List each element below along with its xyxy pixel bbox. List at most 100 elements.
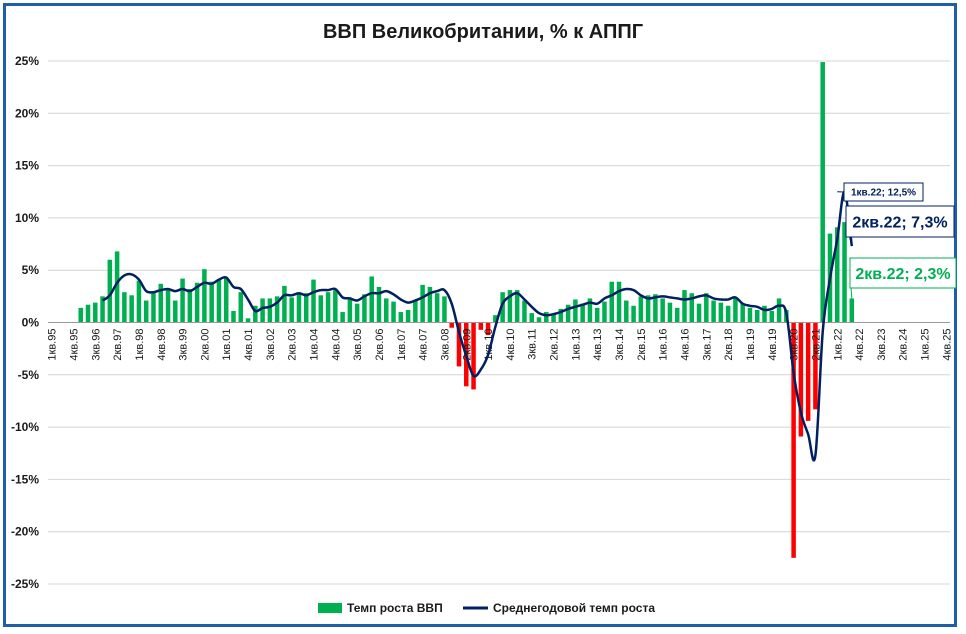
gdp-bar bbox=[725, 305, 731, 323]
gdp-bar bbox=[682, 290, 687, 323]
gdp-bar bbox=[136, 280, 142, 323]
gdp-bar bbox=[718, 302, 724, 323]
y-tick-label: -25% bbox=[11, 577, 39, 591]
gdp-bar bbox=[733, 298, 738, 323]
gdp-bar bbox=[747, 307, 753, 323]
x-tick-label: 2кв.00 bbox=[199, 329, 211, 361]
gdp-bar bbox=[507, 290, 513, 323]
x-tick-label: 4кв.22 bbox=[854, 329, 866, 361]
gdp-bar bbox=[834, 227, 840, 323]
gdp-bar bbox=[667, 302, 673, 323]
gdp-bar bbox=[318, 295, 324, 323]
chart-title: ВВП Великобритании, % к АППГ bbox=[323, 21, 643, 43]
gdp-bar bbox=[471, 322, 476, 390]
gdp-bar bbox=[78, 307, 83, 323]
gdp-bar bbox=[587, 298, 593, 323]
x-tick-label: 3кв.17 bbox=[701, 329, 713, 361]
gdp-bar bbox=[478, 322, 484, 330]
avg-growth-line bbox=[101, 190, 854, 462]
x-tick-label: 2кв.21 bbox=[810, 329, 822, 361]
x-tick-label: 1кв.25 bbox=[920, 329, 932, 361]
x-tick-label: 1кв.98 bbox=[134, 329, 146, 361]
gdp-bar bbox=[354, 303, 360, 323]
y-tick-label: 5% bbox=[22, 263, 40, 277]
y-tick-label: -15% bbox=[11, 472, 39, 486]
gdp-bar bbox=[194, 282, 200, 323]
x-tick-label: 4кв.25 bbox=[941, 329, 953, 361]
gdp-bar bbox=[420, 284, 425, 323]
x-axis: 1кв.95 4кв.95 3кв.96 2кв.97 1кв.98 4кв.98 3кв.… bbox=[47, 322, 953, 361]
line-series bbox=[101, 190, 854, 462]
legend-bar-label: Темп роста ВВП bbox=[347, 601, 443, 615]
y-tick-label: 0% bbox=[22, 316, 40, 330]
x-tick-label: 2кв.24 bbox=[898, 329, 910, 361]
gdp-bar bbox=[216, 279, 222, 323]
gdp-bar bbox=[638, 296, 644, 323]
gdp-bar bbox=[653, 294, 658, 323]
gdp-bar bbox=[689, 293, 695, 323]
gdp-bar bbox=[340, 312, 345, 323]
gdp-bar bbox=[645, 295, 651, 323]
x-tick-label: 2кв.15 bbox=[636, 329, 648, 361]
gdp-bar bbox=[434, 293, 440, 323]
y-tick-label: -20% bbox=[11, 525, 39, 539]
gdp-bar bbox=[180, 278, 185, 323]
x-tick-label: 4кв.04 bbox=[330, 329, 342, 361]
gdp-bar bbox=[245, 318, 251, 323]
x-tick-label: 2кв.18 bbox=[723, 329, 735, 361]
gdp-bar bbox=[173, 300, 178, 323]
gdp-bar bbox=[704, 293, 709, 323]
gdp-bar bbox=[296, 293, 302, 323]
annotation-line-peak-box bbox=[843, 182, 924, 202]
x-tick-label: 3кв.11 bbox=[527, 329, 539, 360]
gdp-bar bbox=[383, 298, 389, 323]
x-tick-label: 1кв.04 bbox=[309, 329, 321, 361]
x-tick-label: 3кв.05 bbox=[352, 329, 364, 361]
gdp-bar bbox=[500, 292, 505, 323]
gdp-bar bbox=[260, 298, 265, 323]
x-tick-label: 4кв.19 bbox=[767, 329, 779, 361]
gdp-bar bbox=[791, 322, 796, 558]
gdp-bar bbox=[631, 305, 636, 323]
gdp-bar bbox=[485, 322, 491, 336]
gdp-bar bbox=[107, 259, 113, 323]
y-tick-label: 15% bbox=[15, 159, 39, 173]
x-tick-label: 1кв.19 bbox=[745, 329, 757, 361]
gdp-bar bbox=[303, 293, 309, 323]
x-tick-label: 4кв.07 bbox=[418, 329, 430, 361]
y-axis: 25% 20% 15% 10% 5% 0% -5% -10% -15% -20% -25% bbox=[11, 54, 39, 591]
gdp-bar bbox=[238, 292, 244, 323]
gdp-bar bbox=[376, 286, 382, 323]
gdp-bar bbox=[100, 296, 105, 323]
gdp-bar bbox=[602, 301, 607, 323]
x-tick-label: 4кв.16 bbox=[679, 329, 691, 361]
annotation-bar-latest: 2кв.22; 2,3% bbox=[855, 266, 950, 283]
gdp-bar bbox=[311, 279, 316, 323]
gdp-bar bbox=[624, 300, 629, 323]
gdp-bar bbox=[289, 297, 294, 323]
gdp-bar bbox=[514, 290, 520, 323]
gdp-bar bbox=[202, 269, 207, 323]
gdp-bar bbox=[165, 289, 171, 323]
x-tick-label: 1кв.01 bbox=[221, 329, 233, 361]
gdp-bar bbox=[674, 307, 680, 323]
gdp-bar bbox=[391, 301, 396, 323]
x-tick-label: 4кв.98 bbox=[156, 329, 168, 361]
gdp-bar bbox=[253, 305, 258, 323]
gdp-bar bbox=[209, 281, 214, 323]
gdp-bar bbox=[122, 292, 127, 323]
gdp-bar bbox=[696, 303, 702, 323]
gdp-bar bbox=[413, 300, 418, 323]
y-tick-label: 20% bbox=[15, 106, 39, 120]
gdp-bar bbox=[398, 312, 404, 323]
gdp-bar bbox=[544, 312, 549, 323]
gdp-bar bbox=[813, 322, 818, 410]
x-tick-label: 1кв.13 bbox=[570, 329, 582, 361]
x-tick-label: 3кв.99 bbox=[178, 329, 190, 361]
gdp-bar bbox=[223, 277, 229, 323]
gdp-bar bbox=[573, 299, 578, 323]
x-tick-label: 2кв.06 bbox=[374, 329, 386, 361]
gdp-bar bbox=[231, 310, 236, 323]
annotation-line-peak: 1кв.22; 12,5% bbox=[851, 188, 916, 199]
gdp-bar bbox=[449, 322, 454, 328]
